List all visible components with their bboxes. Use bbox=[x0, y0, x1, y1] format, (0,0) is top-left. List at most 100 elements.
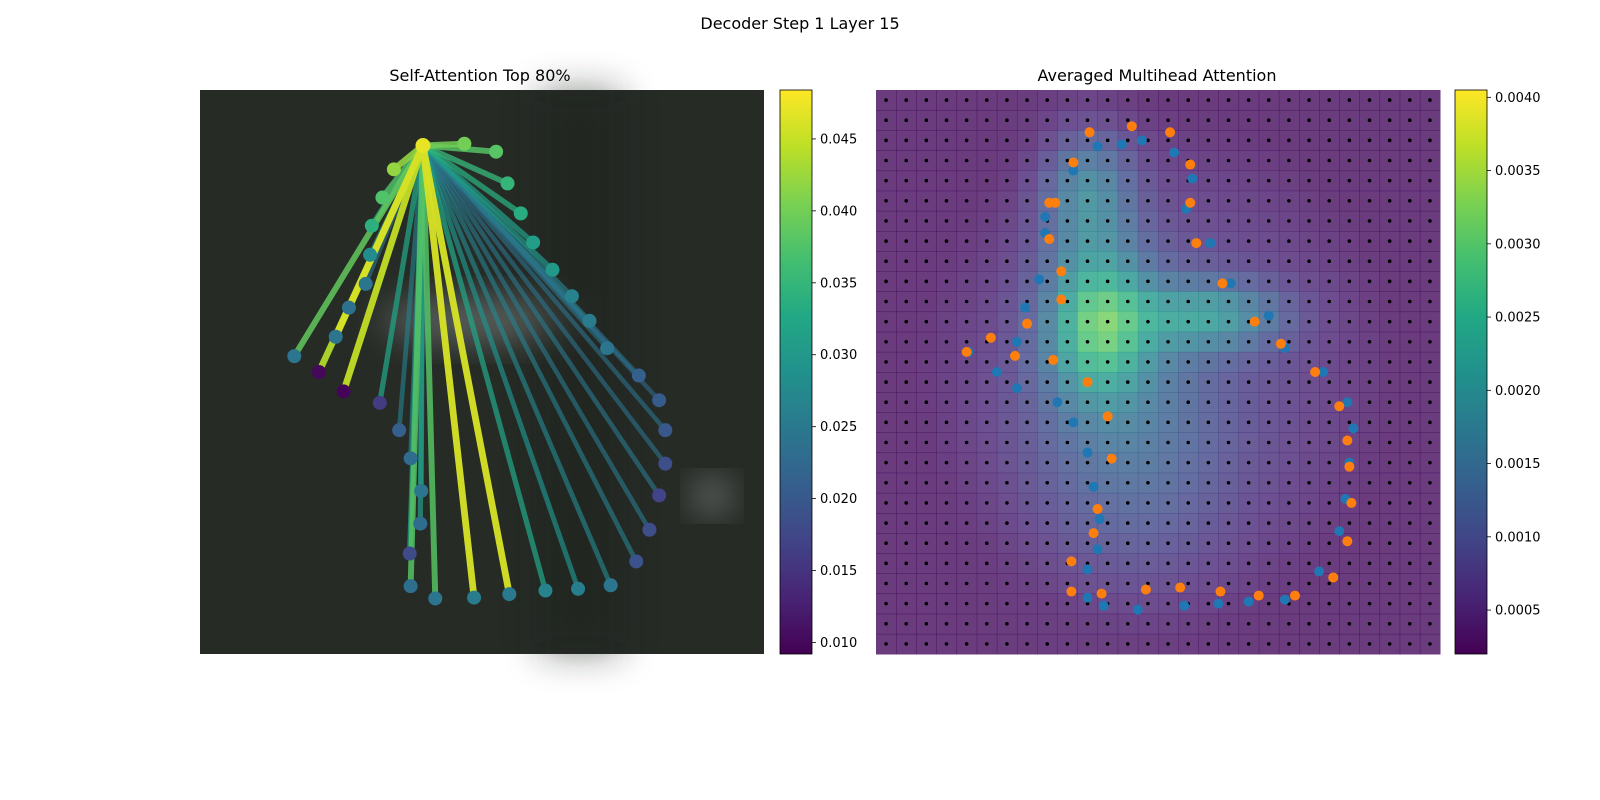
grid-point bbox=[1146, 279, 1150, 284]
grid-point bbox=[1226, 219, 1231, 223]
grid-point bbox=[1186, 319, 1191, 324]
grid-point bbox=[1085, 158, 1090, 163]
grid-point bbox=[904, 501, 909, 505]
grid-point bbox=[1105, 642, 1110, 646]
grid-point bbox=[1226, 380, 1231, 384]
attention-edges bbox=[291, 140, 668, 602]
blue-keypoint bbox=[991, 367, 1002, 377]
orange-keypoint bbox=[1217, 278, 1228, 289]
grid-point bbox=[884, 259, 888, 264]
orange-keypoint bbox=[1066, 586, 1077, 597]
grid-point bbox=[1045, 621, 1050, 626]
grid-point bbox=[884, 299, 888, 304]
grid-point bbox=[1206, 521, 1211, 525]
grid-point bbox=[1146, 642, 1150, 646]
grid-point bbox=[1226, 440, 1231, 445]
grid-point bbox=[1226, 198, 1231, 203]
grid-point bbox=[1307, 259, 1311, 264]
grid-point bbox=[1307, 521, 1311, 525]
grid-point bbox=[1206, 158, 1211, 163]
grid-point bbox=[1206, 198, 1211, 203]
grid-point bbox=[1327, 561, 1332, 566]
grid-point bbox=[924, 138, 929, 143]
grid-point bbox=[1105, 178, 1110, 183]
attention-edge bbox=[420, 143, 652, 533]
grid-point bbox=[1186, 98, 1191, 102]
grid-point bbox=[1347, 339, 1352, 344]
grid-point bbox=[1085, 521, 1090, 525]
grid-point bbox=[1407, 219, 1412, 223]
grid-point bbox=[1105, 440, 1110, 445]
grid-point bbox=[1085, 440, 1090, 445]
grid-point bbox=[1186, 339, 1191, 344]
blue-keypoint bbox=[1205, 238, 1216, 249]
grid-point bbox=[904, 339, 909, 344]
grid-point bbox=[1307, 138, 1311, 143]
grid-point bbox=[1287, 299, 1291, 304]
grid-point bbox=[1246, 138, 1251, 143]
grid-point bbox=[1287, 98, 1291, 102]
attention-edge bbox=[419, 142, 513, 598]
grid-point bbox=[924, 460, 929, 465]
grid-point bbox=[1105, 299, 1110, 304]
grid-point bbox=[1407, 319, 1412, 324]
grid-point bbox=[1367, 98, 1372, 102]
grid-point bbox=[1226, 158, 1231, 163]
grid-point bbox=[1347, 98, 1352, 102]
grid-point bbox=[1387, 561, 1392, 566]
grid-point bbox=[1206, 460, 1211, 465]
grid-point bbox=[1186, 642, 1191, 646]
grid-point bbox=[944, 219, 949, 223]
grid-point bbox=[1146, 581, 1150, 586]
grid-point bbox=[1407, 440, 1412, 445]
grid-point bbox=[1125, 299, 1130, 304]
grid-point bbox=[1266, 621, 1271, 626]
grid-point bbox=[1146, 521, 1150, 525]
orange-keypoint bbox=[1346, 497, 1357, 508]
grid-point bbox=[1085, 319, 1090, 324]
grid-point bbox=[1005, 541, 1009, 546]
grid-point bbox=[1005, 621, 1009, 626]
grid-point bbox=[1226, 118, 1231, 123]
grid-point bbox=[884, 239, 888, 243]
orange-keypoint bbox=[1088, 528, 1099, 539]
grid-point bbox=[1045, 279, 1050, 284]
grid-point bbox=[1287, 480, 1291, 485]
grid-point bbox=[1347, 219, 1352, 223]
grid-point bbox=[1085, 178, 1090, 183]
grid-point bbox=[1045, 521, 1050, 525]
grid-point bbox=[964, 621, 969, 626]
grid-point bbox=[1105, 259, 1110, 264]
grid-point bbox=[984, 158, 989, 163]
grid-point bbox=[1025, 380, 1029, 384]
grid-point bbox=[1246, 279, 1251, 284]
grid-point bbox=[1005, 178, 1009, 183]
grid-point bbox=[984, 621, 989, 626]
grid-point bbox=[884, 561, 888, 566]
grid-point bbox=[1407, 118, 1412, 123]
grid-point bbox=[984, 440, 989, 445]
grid-point bbox=[964, 299, 969, 304]
grid-point bbox=[1005, 521, 1009, 525]
grid-point bbox=[1307, 158, 1311, 163]
grid-point bbox=[1226, 621, 1231, 626]
keypoint bbox=[414, 483, 429, 498]
keypoint bbox=[600, 341, 615, 356]
grid-point bbox=[904, 239, 909, 243]
grid-point bbox=[984, 138, 989, 143]
grid-point bbox=[1065, 279, 1070, 284]
grid-point bbox=[1226, 601, 1231, 606]
blue-keypoint bbox=[1068, 165, 1079, 176]
grid-point bbox=[1206, 118, 1211, 123]
grid-point bbox=[1327, 621, 1332, 626]
grid-point bbox=[904, 380, 909, 384]
grid-point bbox=[1085, 501, 1090, 505]
orange-keypoint bbox=[1056, 294, 1067, 305]
grid-point bbox=[1166, 541, 1170, 546]
grid-point bbox=[1327, 420, 1332, 425]
grid-point bbox=[1307, 98, 1311, 102]
keypoint bbox=[658, 456, 673, 471]
grid-point bbox=[924, 541, 929, 546]
grid-point bbox=[1125, 319, 1130, 324]
grid-point bbox=[1266, 219, 1271, 223]
